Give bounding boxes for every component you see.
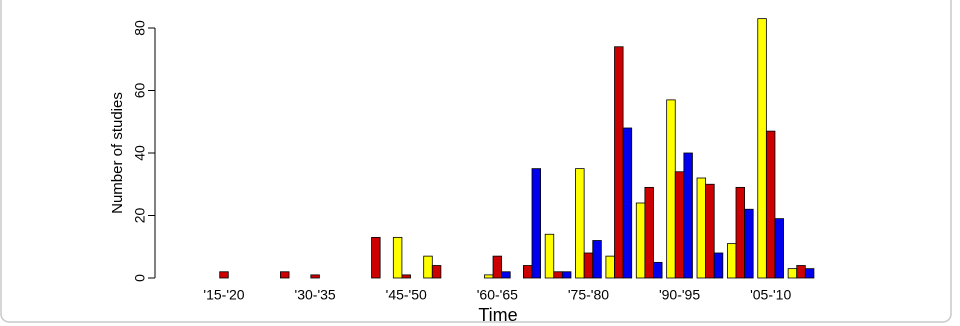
bar xyxy=(696,177,707,279)
bar xyxy=(310,274,320,279)
bar xyxy=(757,18,767,279)
bar xyxy=(674,171,685,279)
bar xyxy=(484,274,494,279)
x-tick-label: '30-'35 xyxy=(295,287,336,303)
bar xyxy=(392,236,403,279)
y-tick-label: 20 xyxy=(132,208,148,224)
bar xyxy=(280,271,290,279)
bar xyxy=(431,265,442,279)
y-tick-label: 0 xyxy=(132,274,148,282)
bar xyxy=(575,168,585,279)
bar xyxy=(705,183,715,279)
bar xyxy=(523,265,533,279)
bar xyxy=(553,271,563,279)
bar xyxy=(804,268,815,279)
x-tick-label: '05-'10 xyxy=(750,287,791,303)
bar xyxy=(735,186,745,279)
bar xyxy=(614,46,624,279)
bar xyxy=(492,255,503,279)
bar xyxy=(787,268,798,279)
bar xyxy=(726,243,737,279)
x-tick-label: '75-'80 xyxy=(568,287,609,303)
y-tick-label: 40 xyxy=(132,145,148,161)
bar xyxy=(531,168,542,279)
bar xyxy=(622,127,633,279)
x-axis-title: Time xyxy=(478,305,517,325)
bar xyxy=(774,218,784,279)
bar xyxy=(765,130,776,279)
bar xyxy=(423,255,433,279)
x-tick-label: '15-'20 xyxy=(203,287,244,303)
bar xyxy=(605,255,615,279)
bar xyxy=(501,271,511,279)
bar xyxy=(561,271,572,279)
bar xyxy=(653,261,663,279)
x-tick-label: '90-'95 xyxy=(659,287,700,303)
bar xyxy=(219,271,229,279)
bar xyxy=(592,240,602,279)
bar xyxy=(666,99,676,279)
bar xyxy=(583,252,594,279)
bar xyxy=(401,274,411,279)
bar xyxy=(744,208,754,279)
bar xyxy=(683,152,693,279)
y-tick-label: 80 xyxy=(132,20,148,36)
bar xyxy=(713,252,724,279)
x-tick-label: '60-'65 xyxy=(477,287,518,303)
x-tick-label: '45-'50 xyxy=(386,287,427,303)
bar xyxy=(371,236,381,279)
bar xyxy=(544,233,555,279)
bar xyxy=(796,265,806,279)
y-tick-label: 60 xyxy=(132,83,148,99)
bar xyxy=(644,186,654,279)
bar xyxy=(635,202,646,279)
y-axis-title: Number of studies xyxy=(109,92,126,214)
